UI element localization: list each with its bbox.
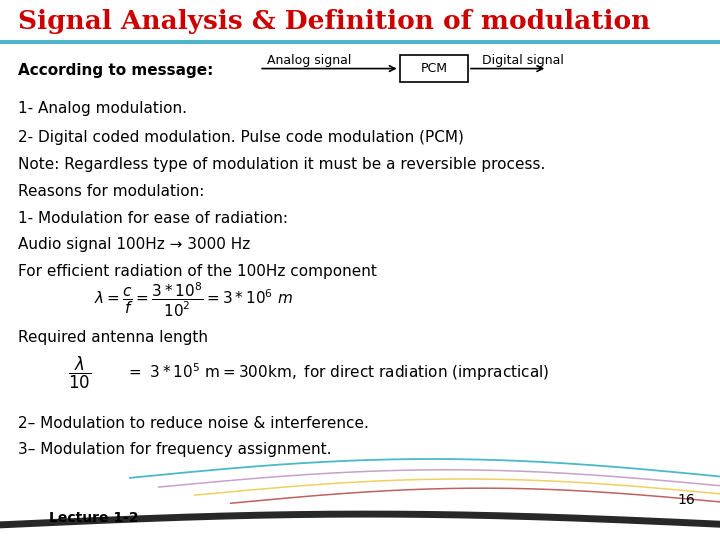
Text: $\lambda = \dfrac{c}{f} = \dfrac{3*10^{8}}{10^{2}} = 3*10^{6}\ m$: $\lambda = \dfrac{c}{f} = \dfrac{3*10^{8… bbox=[94, 281, 292, 319]
Bar bbox=[0, 0, 720, 40]
Bar bbox=[0, 40, 720, 44]
Text: 2– Modulation to reduce noise & interference.: 2– Modulation to reduce noise & interfer… bbox=[18, 416, 369, 431]
Text: Signal Analysis & Definition of modulation: Signal Analysis & Definition of modulati… bbox=[18, 9, 650, 34]
Text: Lecture 1-2: Lecture 1-2 bbox=[49, 511, 138, 525]
Text: For efficient radiation of the 100Hz component: For efficient radiation of the 100Hz com… bbox=[18, 264, 377, 279]
Bar bbox=[400, 55, 468, 82]
Text: According to message:: According to message: bbox=[18, 63, 213, 78]
Text: 1- Analog modulation.: 1- Analog modulation. bbox=[18, 100, 187, 116]
Text: 3– Modulation for frequency assignment.: 3– Modulation for frequency assignment. bbox=[18, 442, 331, 457]
Text: Analog signal: Analog signal bbox=[267, 54, 352, 67]
Text: PCM: PCM bbox=[420, 62, 447, 75]
Text: 16: 16 bbox=[677, 492, 695, 507]
Text: 2- Digital coded modulation. Pulse code modulation (PCM): 2- Digital coded modulation. Pulse code … bbox=[18, 130, 464, 145]
Text: Audio signal 100Hz → 3000 Hz: Audio signal 100Hz → 3000 Hz bbox=[18, 237, 251, 252]
Text: Digital signal: Digital signal bbox=[482, 54, 564, 67]
Text: $\dfrac{\lambda}{10}$: $\dfrac{\lambda}{10}$ bbox=[68, 354, 91, 391]
Text: Note: Regardless type of modulation it must be a reversible process.: Note: Regardless type of modulation it m… bbox=[18, 157, 545, 172]
Text: Reasons for modulation:: Reasons for modulation: bbox=[18, 184, 204, 199]
Text: Required antenna length: Required antenna length bbox=[18, 330, 208, 345]
Text: $= \ 3*10^5 \ \mathrm{m} = 300\mathrm{km,\ for\ direct\ radiation\ (impractical): $= \ 3*10^5 \ \mathrm{m} = 300\mathrm{km… bbox=[126, 362, 549, 383]
Text: 1- Modulation for ease of radiation:: 1- Modulation for ease of radiation: bbox=[18, 211, 288, 226]
